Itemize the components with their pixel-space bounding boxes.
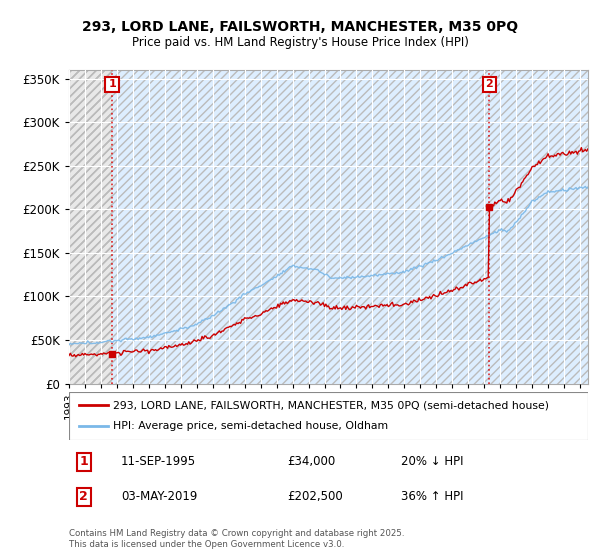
Text: 11-SEP-1995: 11-SEP-1995 — [121, 455, 196, 468]
Text: Price paid vs. HM Land Registry's House Price Index (HPI): Price paid vs. HM Land Registry's House … — [131, 36, 469, 49]
Text: Contains HM Land Registry data © Crown copyright and database right 2025.
This d: Contains HM Land Registry data © Crown c… — [69, 529, 404, 549]
Text: 20% ↓ HPI: 20% ↓ HPI — [401, 455, 464, 468]
Bar — [69, 70, 112, 384]
Text: 2: 2 — [79, 490, 88, 503]
Text: HPI: Average price, semi-detached house, Oldham: HPI: Average price, semi-detached house,… — [113, 421, 388, 431]
Text: £34,000: £34,000 — [287, 455, 335, 468]
Text: 03-MAY-2019: 03-MAY-2019 — [121, 490, 197, 503]
Text: £202,500: £202,500 — [287, 490, 343, 503]
Text: 1: 1 — [79, 455, 88, 468]
Text: 2: 2 — [485, 80, 493, 90]
Text: 293, LORD LANE, FAILSWORTH, MANCHESTER, M35 0PQ: 293, LORD LANE, FAILSWORTH, MANCHESTER, … — [82, 20, 518, 34]
Text: 293, LORD LANE, FAILSWORTH, MANCHESTER, M35 0PQ (semi-detached house): 293, LORD LANE, FAILSWORTH, MANCHESTER, … — [113, 400, 549, 410]
Text: 1: 1 — [108, 80, 116, 90]
Text: 36% ↑ HPI: 36% ↑ HPI — [401, 490, 464, 503]
